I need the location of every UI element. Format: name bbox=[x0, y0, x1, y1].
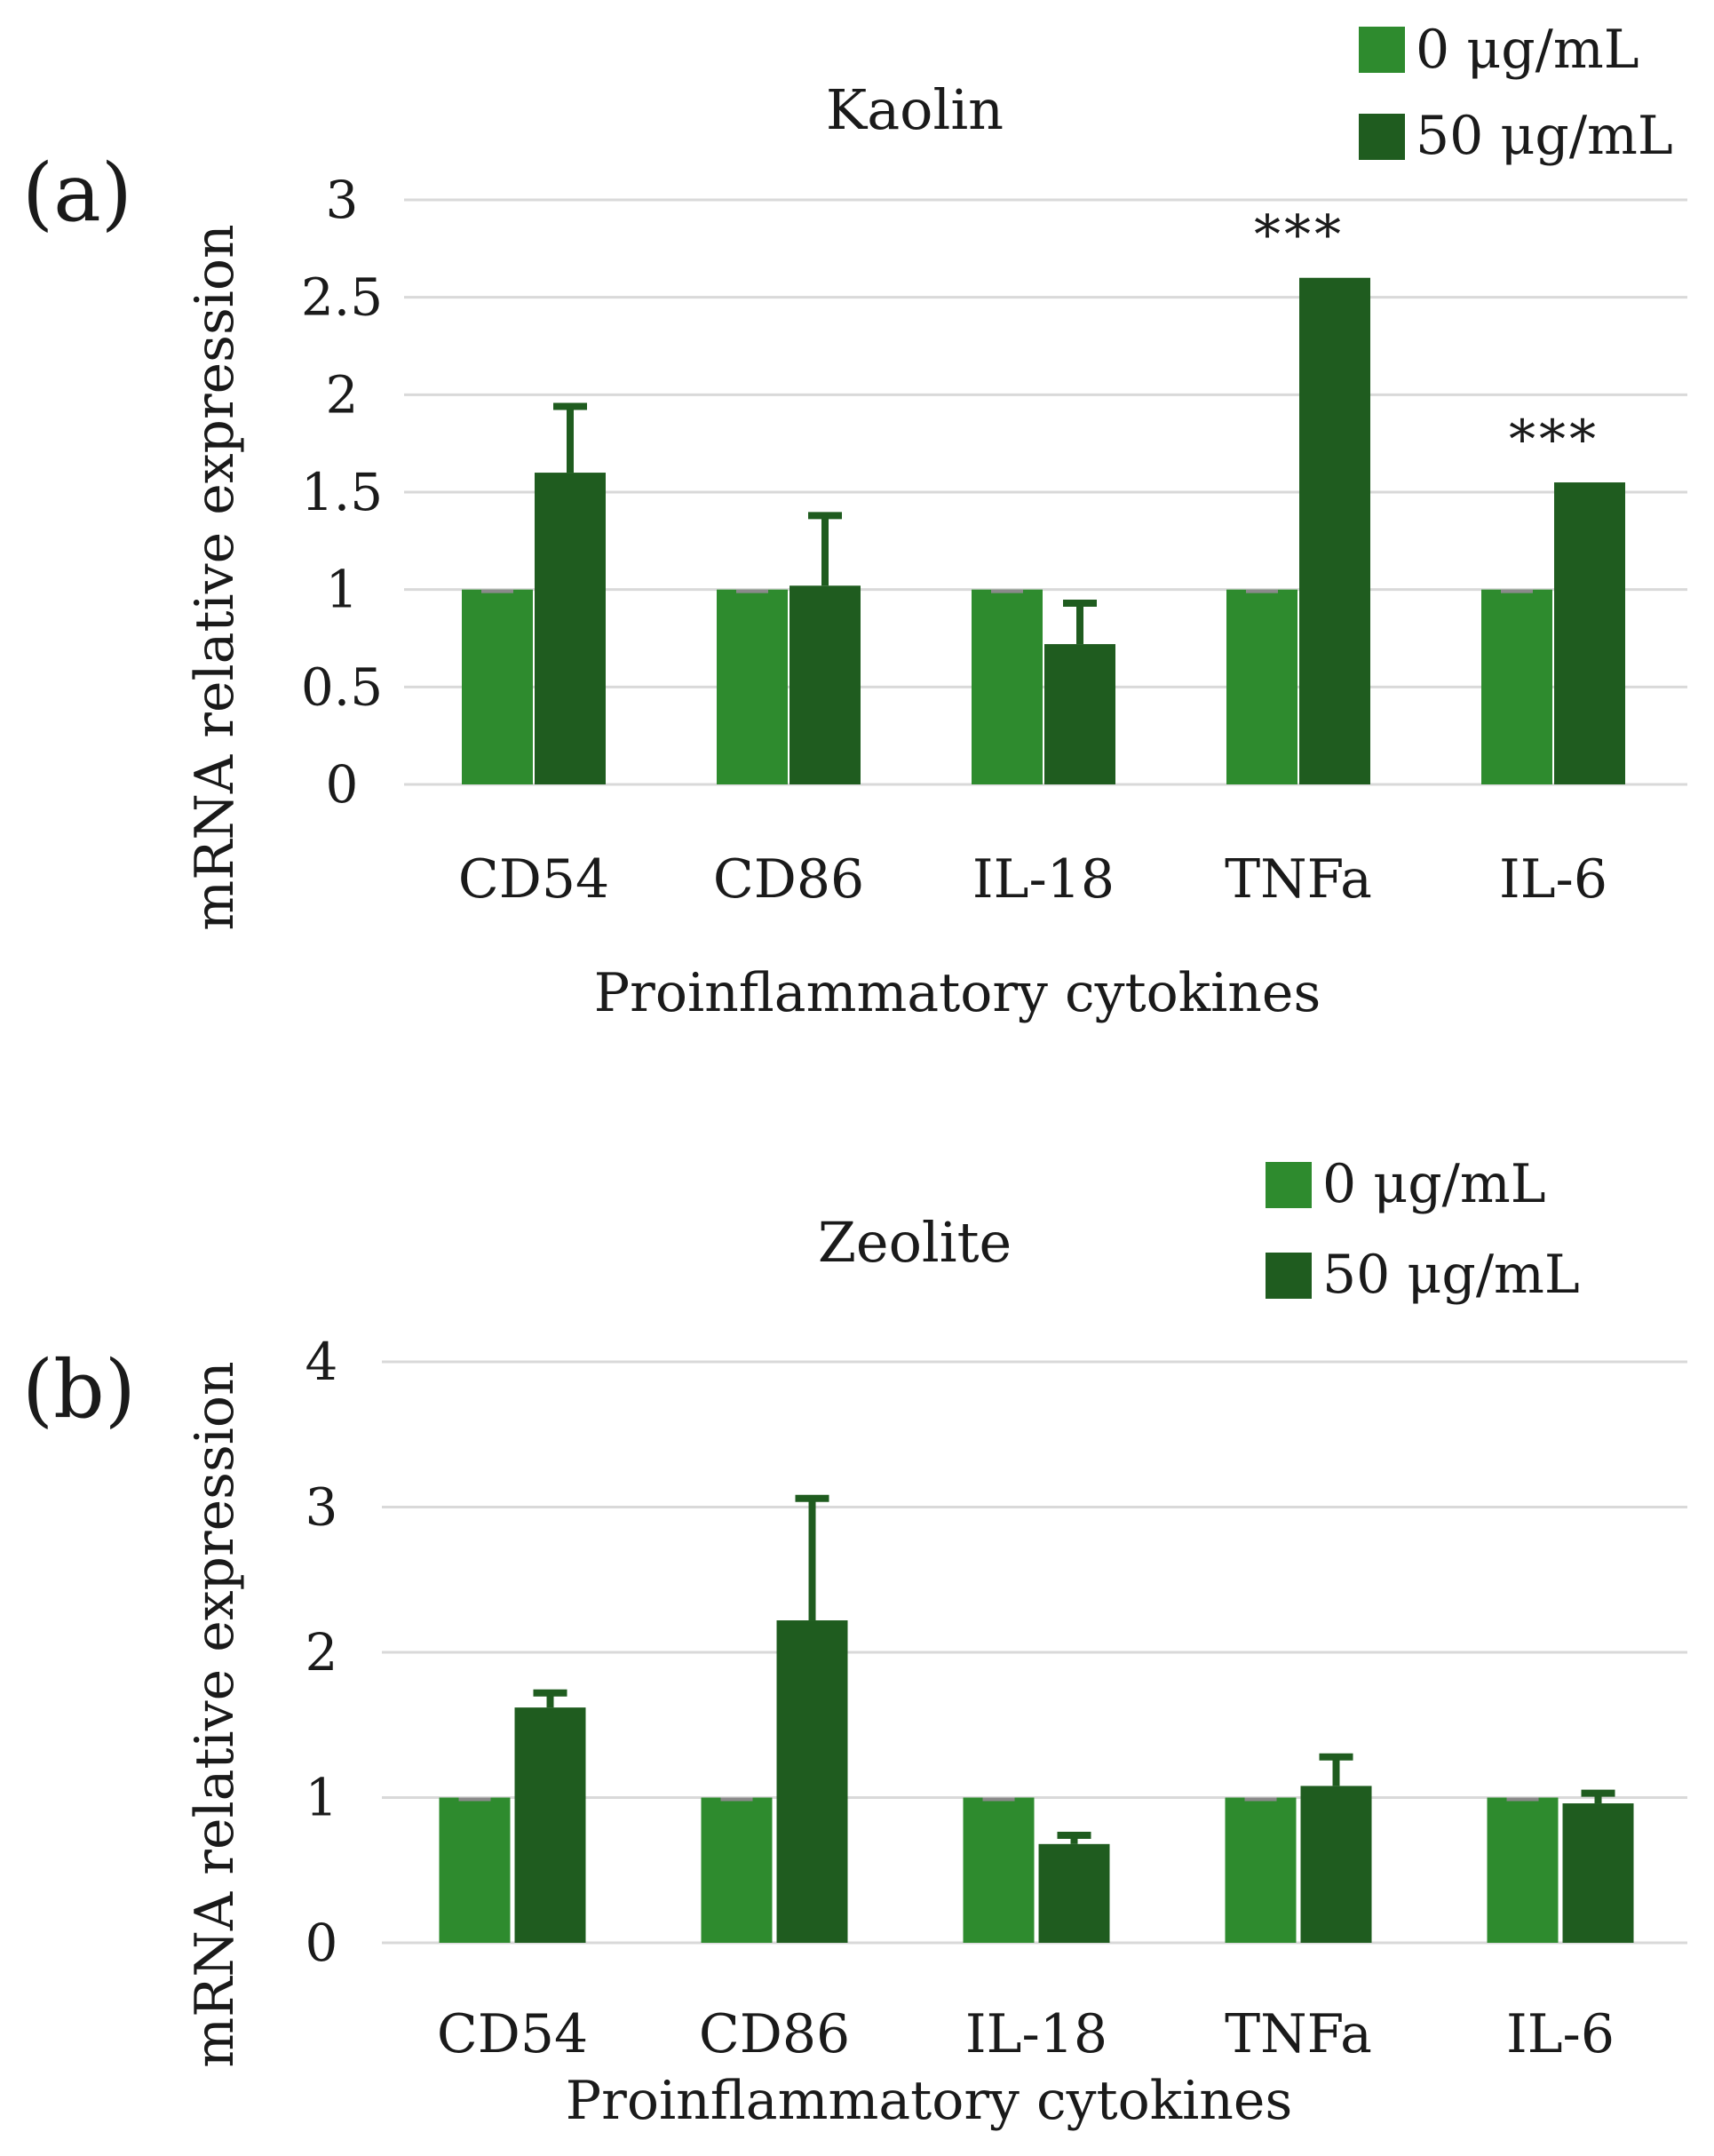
y-tick-label: 3 bbox=[326, 170, 359, 230]
bar-control-il-18 bbox=[963, 1797, 1035, 1943]
bar-treated-cd86 bbox=[776, 1620, 848, 1943]
x-axis-title-b: Proinflammatory cytokines bbox=[566, 2070, 1292, 2132]
bar-control-tnfa bbox=[1225, 1797, 1297, 1943]
y-tick-label: 2 bbox=[326, 364, 359, 425]
plot-area-a: 0 0.5 1 1.5 2 2.5 3 CD54 CD86 IL-18 TNFa *** IL-6 *** bbox=[301, 170, 1687, 911]
bar-treated-cd86 bbox=[790, 585, 861, 784]
y-tick-label: 1.5 bbox=[301, 462, 383, 522]
bar-treated-cd54 bbox=[514, 1707, 586, 1943]
bar-treated-tnfa bbox=[1300, 1786, 1372, 1943]
plot-area-b: 0 1 2 3 4 CD54 CD86 IL-18 TNFa IL-6 bbox=[306, 1332, 1687, 2065]
legend-a: 0 μg/mL 50 μg/mL bbox=[1359, 19, 1673, 167]
panel-label-a: (a) bbox=[22, 147, 132, 240]
legend-swatch-b-1 bbox=[1266, 1253, 1312, 1299]
legend-label-b-0: 0 μg/mL bbox=[1322, 1153, 1546, 1215]
x-tick-label: IL-6 bbox=[1506, 2003, 1615, 2065]
legend-label-b-1: 50 μg/mL bbox=[1322, 1244, 1580, 1306]
chart-title-a: Kaolin bbox=[826, 77, 1004, 142]
chart-title-b: Zeolite bbox=[818, 1210, 1012, 1275]
y-tick-label: 0 bbox=[326, 754, 359, 815]
legend-label-a-1: 50 μg/mL bbox=[1416, 105, 1673, 167]
bar-treated-tnfa bbox=[1299, 277, 1370, 784]
y-tick-label: 0 bbox=[306, 1913, 338, 1973]
significance-marker: *** bbox=[1509, 409, 1599, 471]
y-tick-label: 1 bbox=[326, 560, 359, 620]
bar-control-cd86 bbox=[717, 589, 788, 784]
bar-control-cd86 bbox=[701, 1797, 773, 1943]
y-axis-title-a: mRNA relative expression bbox=[184, 224, 246, 930]
bar-control-cd54 bbox=[462, 589, 533, 784]
legend-swatch-b-0 bbox=[1266, 1162, 1312, 1208]
legend-label-a-0: 0 μg/mL bbox=[1416, 19, 1639, 81]
x-tick-label: TNFa bbox=[1225, 2003, 1372, 2065]
bar-treated-cd54 bbox=[535, 473, 606, 784]
legend-b: 0 μg/mL 50 μg/mL bbox=[1266, 1153, 1580, 1306]
y-tick-label: 2.5 bbox=[301, 267, 383, 328]
legend-swatch-a-1 bbox=[1359, 114, 1405, 160]
x-tick-label: CD86 bbox=[713, 848, 864, 911]
x-tick-label: IL-6 bbox=[1499, 848, 1607, 911]
bar-treated-il-6 bbox=[1562, 1803, 1634, 1943]
bar-treated-il-18 bbox=[1038, 1843, 1110, 1943]
legend-swatch-a-0 bbox=[1359, 27, 1405, 73]
bar-treated-il-18 bbox=[1044, 644, 1115, 784]
x-tick-label: CD54 bbox=[437, 2003, 588, 2065]
x-axis-title-a: Proinflammatory cytokines bbox=[594, 962, 1321, 1024]
y-tick-label: 0.5 bbox=[301, 656, 383, 717]
bar-treated-il-6 bbox=[1554, 482, 1625, 784]
y-tick-label: 1 bbox=[306, 1768, 338, 1828]
y-tick-label: 4 bbox=[306, 1332, 338, 1392]
x-tick-label: CD86 bbox=[699, 2003, 850, 2065]
panel-label-b: (b) bbox=[22, 1343, 136, 1436]
panel-a: (a) Kaolin 0 μg/mL 50 μg/mL mRNA relativ… bbox=[22, 19, 1687, 1024]
significance-marker: *** bbox=[1254, 204, 1345, 267]
y-axis-title-b: mRNA relative expression bbox=[184, 1361, 246, 2067]
bar-control-il-6 bbox=[1481, 589, 1552, 784]
y-tick-label: 3 bbox=[306, 1477, 338, 1538]
bar-control-tnfa bbox=[1226, 589, 1297, 784]
bar-control-cd54 bbox=[439, 1797, 511, 1943]
x-tick-label: IL-18 bbox=[972, 848, 1115, 911]
y-tick-label: 2 bbox=[306, 1622, 338, 1683]
x-tick-label: TNFa bbox=[1225, 848, 1372, 911]
x-tick-label: IL-18 bbox=[965, 2003, 1107, 2065]
bar-control-il-18 bbox=[972, 589, 1043, 784]
bar-control-il-6 bbox=[1487, 1797, 1559, 1943]
panel-b: (b) Zeolite 0 μg/mL 50 μg/mL mRNA relati… bbox=[22, 1153, 1687, 2132]
x-tick-label: CD54 bbox=[458, 848, 609, 911]
